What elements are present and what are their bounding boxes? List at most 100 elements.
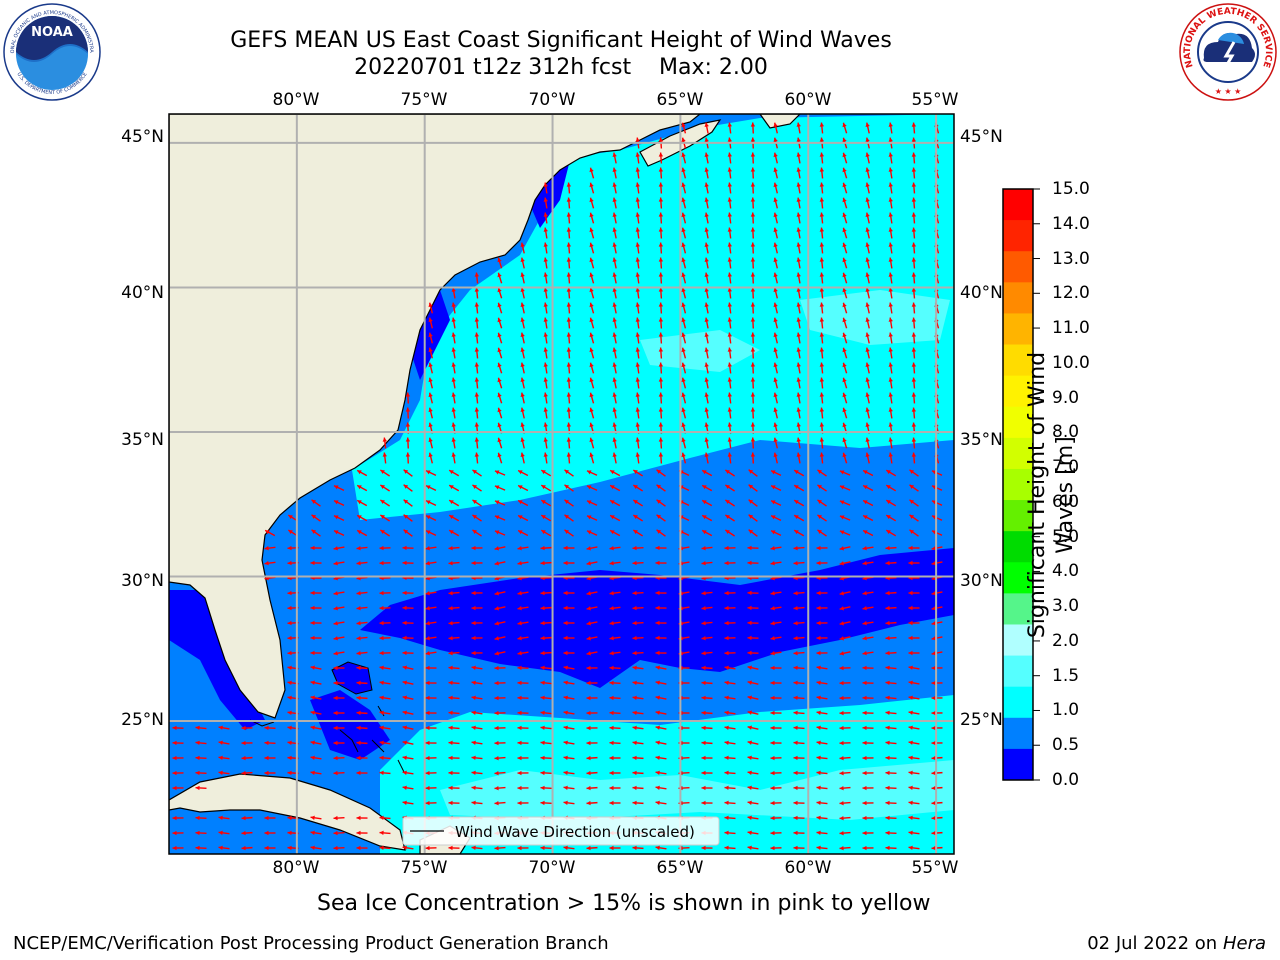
wave-direction-arrow xyxy=(770,755,782,761)
wave-direction-arrow xyxy=(311,529,321,537)
wave-direction-arrow xyxy=(725,469,735,477)
wave-direction-arrow xyxy=(908,665,920,670)
wave-direction-arrow xyxy=(402,590,414,596)
wave-direction-arrow xyxy=(865,182,870,194)
wave-direction-arrow xyxy=(612,197,617,209)
svg-text:NOAA: NOAA xyxy=(31,25,73,40)
wave-direction-arrow xyxy=(520,437,525,449)
wave-direction-arrow xyxy=(425,710,437,716)
wave-direction-arrow xyxy=(750,362,756,374)
wave-direction-arrow xyxy=(471,755,483,761)
wave-direction-arrow xyxy=(471,650,483,656)
wave-direction-arrow xyxy=(472,499,482,507)
wave-direction-arrow xyxy=(471,710,483,715)
wave-direction-arrow xyxy=(566,182,572,194)
wave-direction-arrow xyxy=(517,561,529,566)
wave-direction-arrow xyxy=(425,514,437,522)
wave-direction-arrow xyxy=(770,830,782,836)
wave-direction-arrow xyxy=(517,621,529,626)
wave-direction-arrow xyxy=(770,561,782,566)
wave-direction-arrow xyxy=(563,635,575,641)
wave-direction-arrow xyxy=(635,437,640,449)
wave-direction-arrow xyxy=(497,332,503,344)
wave-direction-arrow xyxy=(589,362,595,374)
wave-direction-arrow xyxy=(333,830,345,836)
wave-direction-arrow xyxy=(451,347,456,359)
wave-direction-arrow xyxy=(451,362,456,374)
wave-direction-arrow xyxy=(701,740,713,746)
wave-direction-arrow xyxy=(264,545,276,551)
wave-direction-arrow xyxy=(839,830,851,836)
wave-direction-arrow xyxy=(241,830,253,836)
wave-direction-arrow xyxy=(655,620,667,626)
wave-direction-arrow xyxy=(241,815,253,821)
wave-direction-arrow xyxy=(589,257,595,269)
wave-direction-arrow xyxy=(727,362,733,374)
lon-tick-bottom: 75°W xyxy=(400,858,448,878)
wave-direction-arrow xyxy=(704,242,709,254)
wave-direction-arrow xyxy=(793,815,805,821)
wave-direction-arrow xyxy=(520,257,525,269)
wave-direction-arrow xyxy=(589,317,595,329)
wave-direction-arrow xyxy=(885,755,897,761)
wave-direction-arrow xyxy=(471,560,483,566)
wave-direction-arrow xyxy=(770,621,782,626)
wave-direction-arrow xyxy=(862,815,874,821)
wave-direction-arrow xyxy=(632,605,644,611)
wave-direction-arrow xyxy=(839,680,851,686)
wave-direction-arrow xyxy=(497,317,503,329)
wave-direction-arrow xyxy=(655,785,667,790)
wave-direction-arrow xyxy=(517,845,529,851)
wave-direction-arrow xyxy=(543,407,548,419)
wave-direction-arrow xyxy=(773,407,779,419)
wave-direction-arrow xyxy=(563,545,575,551)
wave-direction-arrow xyxy=(656,529,666,537)
wave-direction-arrow xyxy=(494,561,506,566)
wave-direction-arrow xyxy=(701,725,713,731)
wave-direction-arrow xyxy=(333,695,345,701)
wave-direction-arrow xyxy=(471,665,483,670)
wave-direction-arrow xyxy=(586,845,598,851)
wave-direction-arrow xyxy=(819,197,825,209)
wave-direction-arrow xyxy=(819,317,825,329)
wave-direction-arrow xyxy=(589,227,595,239)
wave-direction-arrow xyxy=(701,620,713,626)
land-newfoundland xyxy=(759,114,801,129)
wave-direction-arrow xyxy=(635,227,640,239)
wave-direction-arrow xyxy=(727,452,733,464)
wave-direction-arrow xyxy=(655,605,667,611)
wave-direction-arrow xyxy=(747,725,759,730)
wave-direction-arrow xyxy=(333,740,345,746)
wave-direction-arrow xyxy=(380,469,390,477)
wave-direction-arrow xyxy=(310,755,322,760)
wave-direction-arrow xyxy=(750,302,756,314)
wave-direction-arrow xyxy=(724,845,736,851)
wave-direction-arrow xyxy=(356,680,368,686)
lat-tick-right: 40°N xyxy=(960,283,1003,303)
wave-direction-arrow xyxy=(405,437,411,449)
wave-direction-arrow xyxy=(839,755,851,761)
wave-direction-arrow xyxy=(911,152,917,164)
wave-direction-arrow xyxy=(842,377,848,389)
wave-direction-arrow xyxy=(748,529,758,537)
wave-direction-arrow xyxy=(796,302,801,314)
wave-direction-arrow xyxy=(724,560,736,566)
wave-direction-arrow xyxy=(403,499,413,507)
wave-direction-arrow xyxy=(908,695,920,700)
wave-direction-arrow xyxy=(333,546,345,551)
wave-direction-arrow xyxy=(612,347,617,359)
wave-direction-arrow xyxy=(448,650,460,656)
wave-direction-arrow xyxy=(497,257,503,269)
wave-direction-arrow xyxy=(428,377,434,389)
wave-direction-arrow xyxy=(793,529,805,537)
wave-direction-arrow xyxy=(888,152,893,164)
wave-direction-arrow xyxy=(793,710,805,716)
wave-direction-arrow xyxy=(356,514,368,522)
wave-direction-arrow xyxy=(747,755,759,760)
wave-direction-arrow xyxy=(701,755,713,761)
wave-direction-arrow xyxy=(451,377,456,389)
wave-direction-arrow xyxy=(819,152,825,164)
wave-direction-arrow xyxy=(425,469,437,477)
wave-direction-arrow xyxy=(750,407,756,419)
wave-direction-arrow xyxy=(681,452,687,464)
